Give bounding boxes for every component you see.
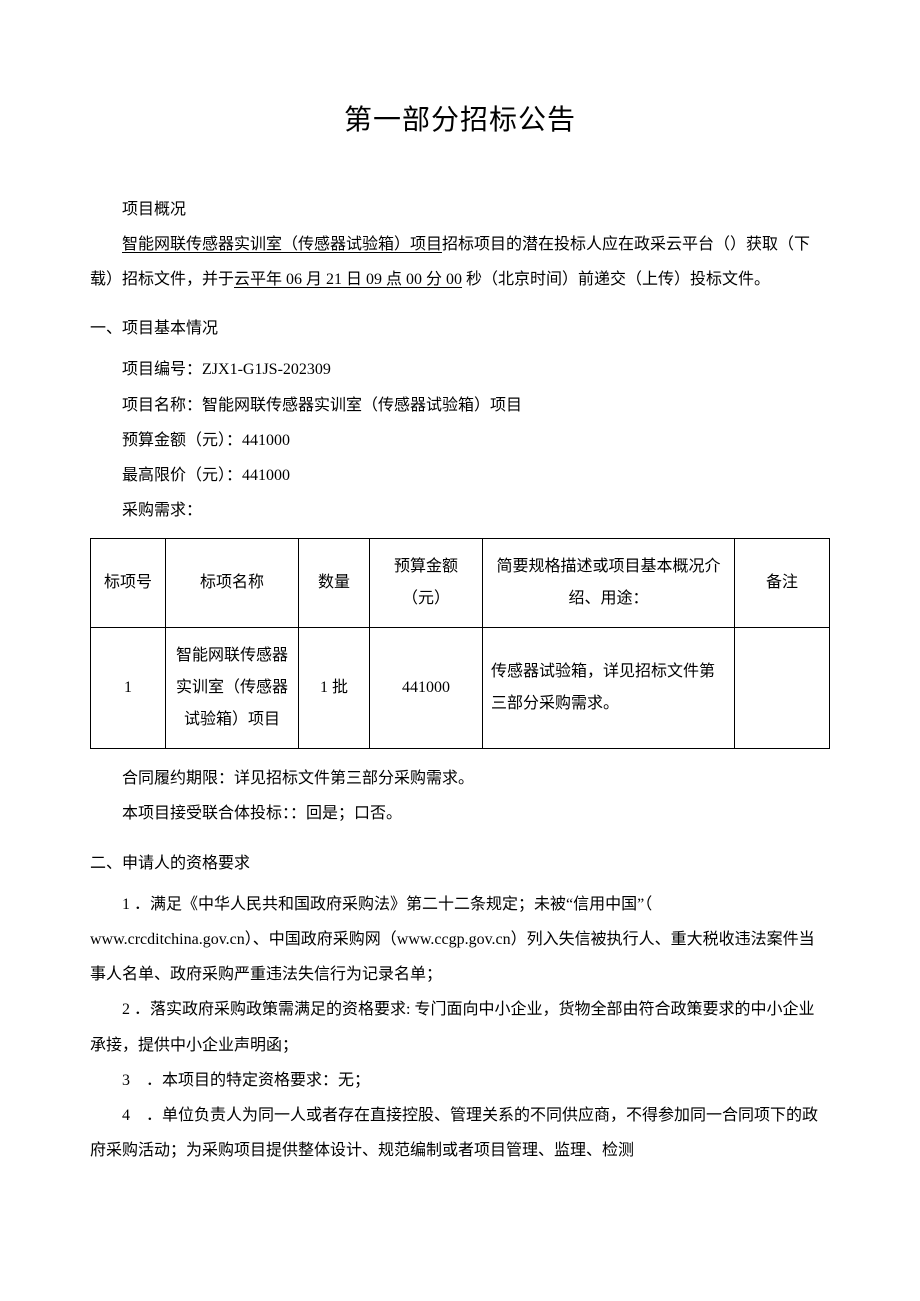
page-title: 第一部分招标公告	[90, 90, 830, 152]
max-price-label: 最高限价（元）：	[122, 467, 242, 484]
requirement-4: 4 ．单位负责人为同一人或者存在直接控股、管理关系的不同供应商，不得参加同一合同…	[90, 1098, 830, 1168]
requirement-3: 3 ．本项目的特定资格要求：无；	[90, 1063, 830, 1098]
overview-label: 项目概况	[90, 192, 830, 227]
intro-underlined-datetime: 云平年 06 月 21 日 09 点 00 分 00	[234, 271, 462, 288]
table-header-row: 标项号 标项名称 数量 预算金额（元） 简要规格描述或项目基本概况介绍、用途： …	[91, 539, 830, 628]
intro-text-2: 秒（北京时间）前递交（上传）投标文件。	[462, 271, 770, 288]
td-qty: 1 批	[299, 628, 370, 749]
project-number-line: 项目编号：ZJX1-G1JS-202309	[90, 352, 830, 387]
consortium-line: 本项目接受联合体投标：：回是；口否。	[90, 796, 830, 831]
project-name-value: 智能网联传感器实训室（传感器试验箱）项目	[202, 397, 522, 414]
section-2-heading: 二、申请人的资格要求	[90, 846, 830, 881]
th-item-name: 标项名称	[166, 539, 299, 628]
project-number-value: ZJX1-G1JS-202309	[202, 361, 331, 378]
section-1-heading: 一、项目基本情况	[90, 311, 830, 346]
th-note: 备注	[735, 539, 830, 628]
th-desc: 简要规格描述或项目基本概况介绍、用途：	[483, 539, 735, 628]
budget-value: 441000	[242, 432, 290, 449]
th-item-no: 标项号	[91, 539, 166, 628]
max-price-value: 441000	[242, 467, 290, 484]
td-note	[735, 628, 830, 749]
project-name-line: 项目名称：智能网联传感器实训室（传感器试验箱）项目	[90, 388, 830, 423]
td-desc: 传感器试验箱，详见招标文件第三部分采购需求。	[483, 628, 735, 749]
table-row: 1 智能网联传感器实训室（传感器试验箱）项目 1 批 441000 传感器试验箱…	[91, 628, 830, 749]
procurement-table: 标项号 标项名称 数量 预算金额（元） 简要规格描述或项目基本概况介绍、用途： …	[90, 538, 830, 749]
budget-label: 预算金额（元）：	[122, 432, 242, 449]
requirement-1: 1 ．满足《中华人民共和国政府采购法》第二十二条规定；未被“信用中国”（ www…	[90, 887, 830, 993]
contract-term: 合同履约期限：详见招标文件第三部分采购需求。	[90, 761, 830, 796]
td-item-no: 1	[91, 628, 166, 749]
td-amount: 441000	[370, 628, 483, 749]
demand-label: 采购需求：	[90, 493, 830, 528]
project-number-label: 项目编号：	[122, 361, 202, 378]
intro-paragraph: 智能网联传感器实训室（传感器试验箱）项目招标项目的潜在投标人应在政采云平台（）获…	[90, 227, 830, 297]
requirement-2: 2 ．落实政府采购政策需满足的资格要求: 专门面向中小企业，货物全部由符合政策要…	[90, 992, 830, 1062]
intro-underlined-project: 智能网联传感器实训室（传感器试验箱）项目	[122, 236, 442, 253]
budget-line: 预算金额（元）：441000	[90, 423, 830, 458]
th-qty: 数量	[299, 539, 370, 628]
max-price-line: 最高限价（元）：441000	[90, 458, 830, 493]
th-amount: 预算金额（元）	[370, 539, 483, 628]
td-item-name: 智能网联传感器实训室（传感器试验箱）项目	[166, 628, 299, 749]
project-name-label: 项目名称：	[122, 397, 202, 414]
